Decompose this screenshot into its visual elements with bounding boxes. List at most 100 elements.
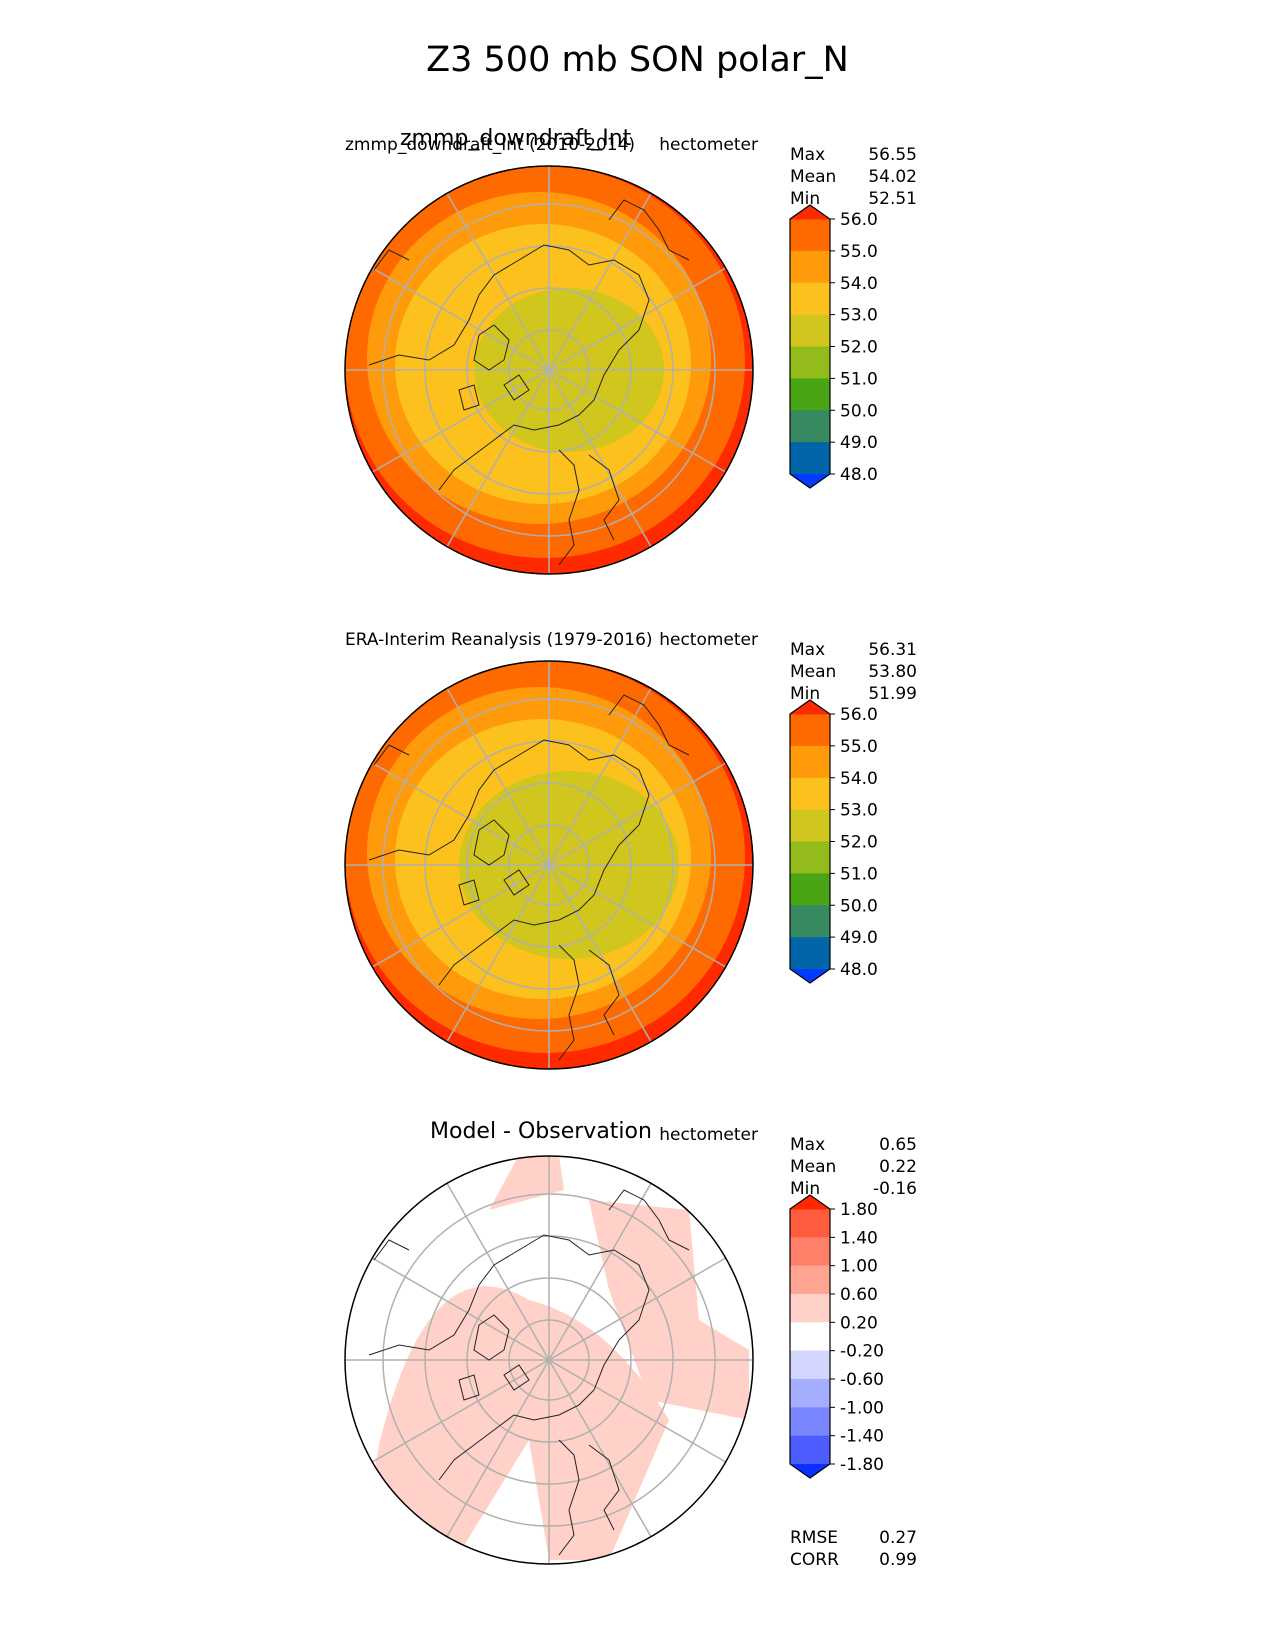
- colorbar-segment: [790, 937, 830, 970]
- coastline: [458, 819, 530, 906]
- colorbar-segment: [790, 841, 830, 874]
- panel3-units: hectometer: [659, 1125, 758, 1145]
- coastline: [558, 449, 620, 566]
- panel3-stat-label-mean: Mean: [790, 1157, 837, 1177]
- panel2-subtitle: ERA-Interim Reanalysis (1979-2016): [345, 630, 653, 650]
- meridian-line: [371, 762, 727, 968]
- panel1-units: hectometer: [659, 135, 758, 155]
- colorbar-tick-label: 1.00: [840, 1257, 878, 1277]
- panel2-stat-value-min: 51.99: [868, 684, 917, 704]
- panel2-stat-label-max: Max: [790, 640, 826, 660]
- colorbar-seam: [790, 218, 830, 220]
- coastline: [373, 1189, 690, 1261]
- map-panel-3: [344, 1155, 754, 1565]
- colorbar-segment: [790, 777, 830, 811]
- map-fill-group: [345, 661, 753, 1069]
- colorbar-extend-bottom: [790, 969, 830, 983]
- colorbar-tick-label: 52.0: [840, 338, 878, 358]
- colorbar-tick-label: 54.0: [840, 769, 878, 789]
- coastline: [558, 944, 620, 1061]
- diff-positive-region-2: [589, 1200, 749, 1420]
- panel1-stat-value-min: 52.51: [868, 189, 917, 209]
- coastline: [458, 324, 530, 411]
- colorbar-extend-top: [790, 205, 830, 219]
- panel2-stat-label-min: Min: [790, 684, 821, 704]
- coastline: [368, 739, 650, 986]
- colorbar-tick-label: 48.0: [840, 960, 878, 980]
- colorbar-tick-label: 52.0: [840, 833, 878, 853]
- meridian-line: [371, 1257, 727, 1463]
- colorbar-segment: [790, 1294, 830, 1323]
- coastline: [373, 199, 690, 271]
- colorbar-tick-label: 0.60: [840, 1285, 878, 1305]
- colorbar-segment: [790, 714, 830, 747]
- colorbar-tick-label: 50.0: [840, 401, 878, 421]
- panel3-rmse-value: 0.27: [879, 1528, 917, 1548]
- colorbar-segment: [790, 442, 830, 475]
- colorbar-tick-label: 51.0: [840, 864, 878, 884]
- colorbar-tick-label: -1.80: [840, 1455, 884, 1475]
- panel3-title: Model - Observation: [430, 1119, 652, 1144]
- map-panel-2: [344, 660, 754, 1070]
- colorbar-tick-label: 51.0: [840, 369, 878, 389]
- map-panel-1: [344, 165, 754, 575]
- colorbar-segment: [790, 1322, 830, 1352]
- coastlines: [368, 694, 690, 1061]
- colorbar-segment: [790, 745, 830, 779]
- panel3-stat-value-mean: 0.22: [879, 1157, 917, 1177]
- colorbar-segment: [790, 1350, 830, 1380]
- colorbar-2: 56.0 55.0 54.0 53.0 52.0 51.0 50.0 49.0 48.0: [789, 699, 878, 984]
- colorbar-segment: [790, 282, 830, 316]
- colorbar-segment: [790, 873, 830, 906]
- graticule: [345, 1156, 753, 1564]
- panel2-units: hectometer: [659, 630, 758, 650]
- colorbar-tick-label: -1.40: [840, 1427, 884, 1447]
- panel3-stat-value-min: -0.16: [873, 1179, 917, 1199]
- colorbar-segment: [790, 1435, 830, 1465]
- coastline: [558, 1439, 620, 1556]
- panel3-corr-label: CORR: [790, 1550, 839, 1570]
- panel3-stat-value-max: 0.65: [879, 1135, 917, 1155]
- panel1-stat-label-max: Max: [790, 145, 826, 165]
- colorbar-tick-label: 54.0: [840, 274, 878, 294]
- colorbar-segment: [790, 219, 830, 252]
- panel3-rmse-label: RMSE: [790, 1528, 839, 1548]
- colorbar-1: 56.0 55.0 54.0 53.0 52.0 51.0 50.0 49.0 48.0: [789, 204, 878, 489]
- colorbar-segment: [790, 905, 830, 938]
- colorbar-segment: [790, 1379, 830, 1408]
- colorbar-seam: [790, 1208, 830, 1210]
- panel3-stat-label-max: Max: [790, 1135, 826, 1155]
- colorbar-segment: [790, 1265, 830, 1295]
- diff-positive-region: [369, 1286, 669, 1564]
- map-boundary: [344, 1155, 754, 1565]
- colorbar-extend-bottom: [790, 1464, 830, 1478]
- colorbar-tick-label: 48.0: [840, 465, 878, 485]
- colorbar-tick-label: 56.0: [840, 705, 878, 725]
- colorbar-extend-bottom: [790, 474, 830, 488]
- colorbar-tick-label: 53.0: [840, 306, 878, 326]
- panel1-title: zmmp_downdraft_Int: [400, 126, 632, 151]
- colorbar-tick-label: 53.0: [840, 801, 878, 821]
- panel1-stat-label-min: Min: [790, 189, 821, 209]
- colorbar-tick-label: 55.0: [840, 242, 878, 262]
- map-fill-group: [345, 1156, 753, 1564]
- coastline: [368, 1234, 650, 1481]
- colorbar-tick-label: -0.20: [840, 1342, 884, 1362]
- diff-positive-region-3: [489, 1156, 564, 1210]
- coastlines: [368, 1189, 690, 1556]
- colorbar-segment: [790, 1237, 830, 1267]
- colorbar-tick-label: 56.0: [840, 210, 878, 230]
- colorbar-tick-label: 1.80: [840, 1200, 878, 1220]
- figure-title: Z3 500 mb SON polar_N: [426, 40, 849, 80]
- colorbar-tick-label: 55.0: [840, 737, 878, 757]
- coastlines: [368, 199, 690, 566]
- colorbar-extend-top: [790, 700, 830, 714]
- panel2-stat-value-max: 56.31: [868, 640, 917, 660]
- panel2-stat-label-mean: Mean: [790, 662, 837, 682]
- colorbar-extend-top: [790, 1195, 830, 1209]
- coastline: [368, 244, 650, 491]
- colorbar-tick-label: 50.0: [840, 896, 878, 916]
- colorbar-segment: [790, 1407, 830, 1437]
- colorbar-tick-label: -1.00: [840, 1398, 884, 1418]
